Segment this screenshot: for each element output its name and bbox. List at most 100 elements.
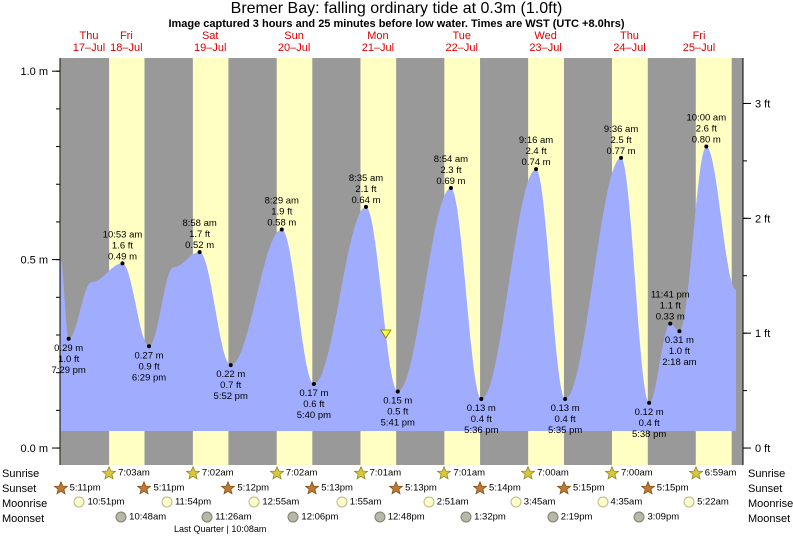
extreme-label: 6:29 pm <box>132 372 166 383</box>
moonset-time: 1:32pm <box>474 511 506 523</box>
left-tick-label: 1.0 m <box>20 66 48 78</box>
sunrise-icon <box>353 466 368 480</box>
date-label: 17–Jul <box>73 42 105 54</box>
moonset-row-label-right: Moonset <box>748 513 791 525</box>
moonrise-icon <box>336 496 348 508</box>
sunset-event: 5:12pm <box>221 481 269 495</box>
extreme-label: 8:35 am <box>349 173 383 184</box>
sunset-icon <box>640 481 655 495</box>
moonset-time: 12:48pm <box>387 511 425 523</box>
extreme-dot <box>647 400 652 405</box>
extreme-label: 9:16 am <box>519 135 553 146</box>
right-tick-label: 3 ft <box>755 98 770 110</box>
day-of-week-label: Fri <box>693 30 706 42</box>
moonrise-time: 12:55am <box>262 496 300 508</box>
sunset-time: 5:13pm <box>405 482 437 494</box>
extreme-dot <box>677 329 682 334</box>
sunset-time: 5:11pm <box>69 482 101 494</box>
extreme-label: 11:41 pm <box>651 290 690 301</box>
date-label: 24–Jul <box>613 42 645 54</box>
tide-curve-area <box>60 146 737 431</box>
sunset-icon <box>556 481 571 495</box>
moonrise-event: 5:22am <box>683 496 729 508</box>
sunrise-event: 7:01am <box>353 466 402 480</box>
extreme-label: 0.33 m <box>656 312 685 323</box>
extreme-label: 8:58 am <box>182 218 216 229</box>
sunrise-icon <box>521 466 536 480</box>
extreme-label: 10:00 am <box>687 113 727 124</box>
extreme-label: 0.69 m <box>436 176 465 187</box>
sunrise-icon <box>269 466 284 480</box>
moonset-event: 2:19pm <box>547 511 593 523</box>
sunrise-event: 7:01am <box>437 466 485 480</box>
moonrise-time: 2:51am <box>436 496 469 508</box>
extreme-label: 0.4 ft <box>555 414 576 425</box>
extreme-label: 0.6 ft <box>303 399 324 410</box>
extreme-label: 0.80 m <box>692 135 721 146</box>
extreme-label: 0.7 ft <box>220 380 241 391</box>
sunset-time: 5:12pm <box>237 482 270 494</box>
current-tide-marker <box>380 329 392 339</box>
extreme-dot <box>704 144 709 149</box>
sunset-event: 5:11pm <box>137 481 184 495</box>
date-label: 20–Jul <box>278 42 310 54</box>
extreme-label: 0.29 m <box>54 343 83 354</box>
extreme-label: 2.4 ft <box>525 146 546 157</box>
sunset-icon <box>473 481 488 495</box>
extreme-dot <box>448 186 453 191</box>
moonset-time: 11:26am <box>215 511 252 523</box>
sunset-icon <box>221 481 236 495</box>
sunrise-icon <box>185 466 200 480</box>
sunrise-time: 6:59am <box>704 467 737 479</box>
sunset-event: 5:15pm <box>640 481 689 495</box>
moonrise-icon <box>683 496 695 508</box>
sunrise-event: 7:02am <box>269 466 317 480</box>
left-tick-label: 0.5 m <box>20 255 48 267</box>
right-tick-label: 1 ft <box>755 328 770 340</box>
extreme-label: 0.27 m <box>135 350 164 361</box>
extreme-label: 7:29 pm <box>52 365 86 376</box>
moonrise-time: 3:45am <box>523 496 556 508</box>
sunset-time: 5:15pm <box>656 482 689 494</box>
extreme-label: 0.4 ft <box>471 414 492 425</box>
moonrise-event: 11:54pm <box>161 496 211 508</box>
sunrise-row-label-right: Sunrise <box>748 468 786 480</box>
moonset-icon <box>547 511 559 523</box>
chart-subtitle: Image captured 3 hours and 25 minutes be… <box>168 18 625 30</box>
extreme-label: 0.58 m <box>267 217 296 228</box>
moonset-icon <box>201 511 213 523</box>
moonrise-time: 1:55am <box>349 496 382 508</box>
moonrise-time: 5:22am <box>697 496 729 508</box>
sunrise-time: 7:01am <box>369 467 402 479</box>
sunset-event: 5:14pm <box>473 481 521 495</box>
moonset-event: 12:06pm <box>287 511 338 523</box>
extreme-dot <box>363 204 368 209</box>
sunrise-event: 6:59am <box>688 466 737 480</box>
extreme-label: 5:35 pm <box>548 425 582 436</box>
moonset-icon <box>460 511 472 523</box>
extreme-label: 1.9 ft <box>271 206 292 217</box>
moonset-time: 2:19pm <box>560 511 593 523</box>
extreme-label: 0.12 m <box>635 407 664 418</box>
sunset-row-label-right: Sunset <box>748 483 783 495</box>
moonrise-event: 4:35am <box>597 496 642 508</box>
date-label: 23–Jul <box>529 42 561 54</box>
extreme-label: 0.77 m <box>607 146 636 157</box>
moonset-event: 11:26am <box>201 511 252 523</box>
extreme-label: 1.0 ft <box>58 354 79 365</box>
extreme-label: 8:54 am <box>434 154 468 165</box>
extreme-label: 0.13 m <box>467 403 496 414</box>
extreme-label: 0.9 ft <box>138 361 159 372</box>
chart-title: Bremer Bay: falling ordinary tide at 0.3… <box>230 0 563 17</box>
right-tick-label: 0 ft <box>755 443 770 455</box>
moonset-time: 12:06pm <box>301 511 339 523</box>
day-of-week-label: Tue <box>452 30 471 42</box>
extreme-label: 0.52 m <box>185 240 214 251</box>
extreme-label: 2.5 ft <box>611 135 632 146</box>
extreme-dot <box>279 227 284 232</box>
date-label: 19–Jul <box>194 42 226 54</box>
extreme-dot <box>228 363 233 368</box>
date-label: 18–Jul <box>110 42 142 54</box>
moonset-icon <box>633 511 645 523</box>
